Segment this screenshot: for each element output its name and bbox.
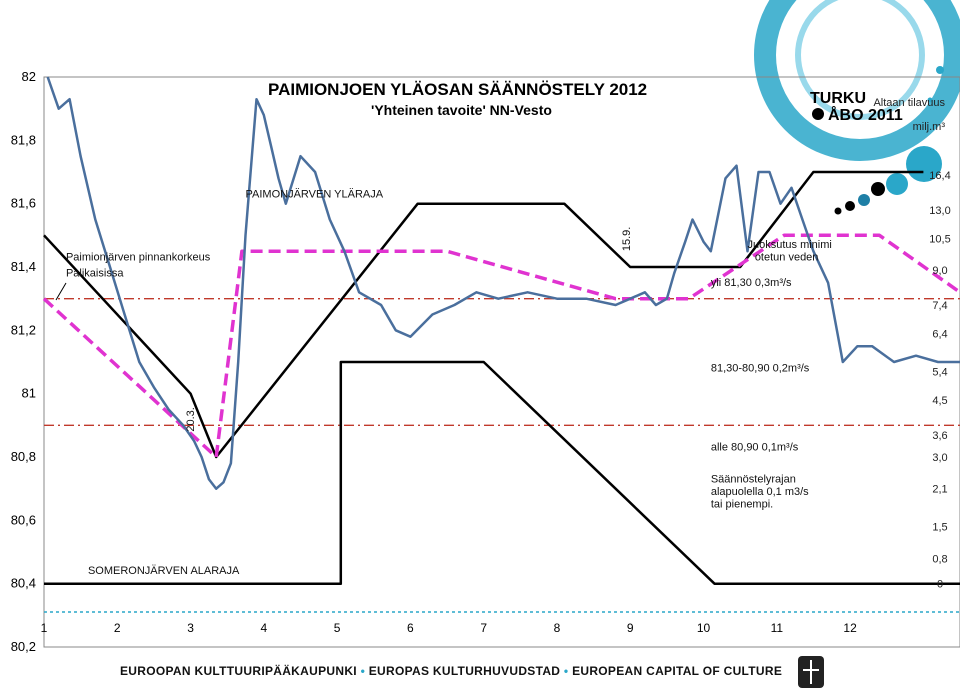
annotation-text: alapuolella 0,1 m3/s [711, 486, 809, 498]
turku-abo-2011-logo: TURKU ÅBO 2011 [810, 90, 903, 124]
y-tick-label: 80,8 [11, 449, 36, 464]
turku-crest-icon [798, 656, 824, 688]
volume-scale-label: 7,4 [932, 300, 947, 312]
x-tick-label: 11 [771, 621, 784, 635]
volume-unit-label: Altaan tilavuus [873, 97, 945, 109]
y-tick-label: 81,8 [11, 132, 36, 147]
y-tick-label: 81,2 [11, 322, 36, 337]
volume-scale-label: 6,4 [932, 329, 947, 341]
volume-scale-label: 1,5 [932, 522, 947, 534]
annotation-text: PAIMONJÄRVEN YLÄRAJA [246, 188, 384, 200]
volume-scale-label: 16,4 [929, 170, 950, 182]
x-tick-label: 8 [554, 621, 561, 635]
y-tick-label: 80,4 [11, 576, 36, 591]
right-volume-scale: Altaan tilavuus milj.m³ 16,4 13,0 10,5 9,0 7,4… [873, 97, 950, 591]
annotation-text: Juoksutus minimi [747, 239, 831, 251]
volume-scale-label: 0 [937, 579, 943, 591]
x-tick-label: 10 [697, 621, 711, 635]
y-axis-ticks: 82 81,8 81,6 81,4 81,2 81 80,8 80,6 80,4 80,2 [11, 69, 36, 654]
footer-text-fi: EUROOPAN KULTTUURIPÄÄKAUPUNKI [120, 664, 357, 678]
series-line [46, 76, 960, 490]
pointer-arrow [55, 282, 67, 301]
volume-scale-label: 10,5 [929, 234, 950, 246]
footer-separator-dot: • [563, 664, 573, 678]
series-line [43, 170, 924, 459]
footer-text-en: EUROPEAN CAPITAL OF CULTURE [572, 664, 783, 678]
x-tick-label: 7 [480, 621, 487, 635]
y-tick-label: 80,2 [11, 639, 36, 654]
footer-banner: EUROOPAN KULTTUURIPÄÄKAUPUNKI • EUROPAS … [120, 664, 782, 678]
y-tick-label: 81 [22, 386, 36, 401]
annotation-text: alle 80,90 0,1m³/s [711, 442, 799, 454]
x-tick-label: 4 [260, 621, 267, 635]
annotation-text: 15.9. [621, 227, 633, 251]
x-tick-label: 9 [627, 621, 634, 635]
x-tick-label: 1 [41, 621, 48, 635]
series-line [42, 233, 960, 459]
annotation-text: otetun veden [755, 252, 819, 264]
plot-frame [43, 76, 960, 648]
volume-scale-label: 13,0 [929, 205, 950, 217]
footer-separator-dot: • [360, 664, 369, 678]
chart-title: PAIMIONJOEN YLÄOSAN SÄÄNNÖSTELY 2012 [268, 80, 647, 99]
logo-line1: TURKU [810, 90, 866, 107]
chart-subtitle: 'Yhteinen tavoite' NN-Vesto [371, 102, 552, 118]
annotation-text: tai pienempi. [711, 499, 773, 511]
volume-scale-label: 4,5 [932, 395, 947, 407]
x-tick-label: 3 [187, 621, 194, 635]
data-series [42, 76, 960, 585]
volume-scale-label: 3,6 [932, 430, 947, 442]
volume-unit-label: milj.m³ [913, 121, 946, 133]
volume-scale-label: 9,0 [932, 265, 947, 277]
y-tick-label: 81,4 [11, 259, 36, 274]
volume-scale-label: 2,1 [932, 484, 947, 496]
chart-annotations: PAIMONJÄRVEN YLÄRAJA SOMERONJÄRVEN ALARAJ… [66, 188, 832, 577]
y-tick-label: 80,6 [11, 512, 36, 527]
x-tick-label: 12 [843, 621, 857, 635]
x-tick-label: 5 [334, 621, 341, 635]
annotation-text: 81,30-80,90 0,2m³/s [711, 363, 810, 375]
reference-lines [44, 298, 960, 426]
x-tick-label: 2 [114, 621, 121, 635]
series-line [44, 360, 960, 585]
volume-scale-label: 5,4 [932, 367, 947, 379]
x-axis-month-labels: 1 2 3 4 5 6 7 8 9 10 11 12 [41, 621, 857, 635]
logo-line2: ÅBO 2011 [828, 105, 903, 124]
x-tick-label: 6 [407, 621, 414, 635]
footer-text-sv: EUROPAS KULTURHUVUDSTAD [368, 664, 561, 678]
annotation-text: 20.3. [185, 407, 197, 431]
volume-scale-label: 3,0 [932, 452, 947, 464]
volume-scale-label: 0,8 [932, 553, 947, 565]
y-tick-label: 82 [22, 69, 36, 84]
annotation-text: Säännöstelyrajan [711, 473, 796, 485]
annotation-text: SOMERONJÄRVEN ALARAJA [88, 565, 240, 577]
annotation-text: Paimionjärven pinnankorkeus [66, 252, 211, 264]
annotation-text: yli 81,30 0,3m³/s [711, 277, 792, 289]
y-tick-label: 81,6 [11, 196, 36, 211]
annotation-text: Palikaisissa [66, 268, 124, 280]
